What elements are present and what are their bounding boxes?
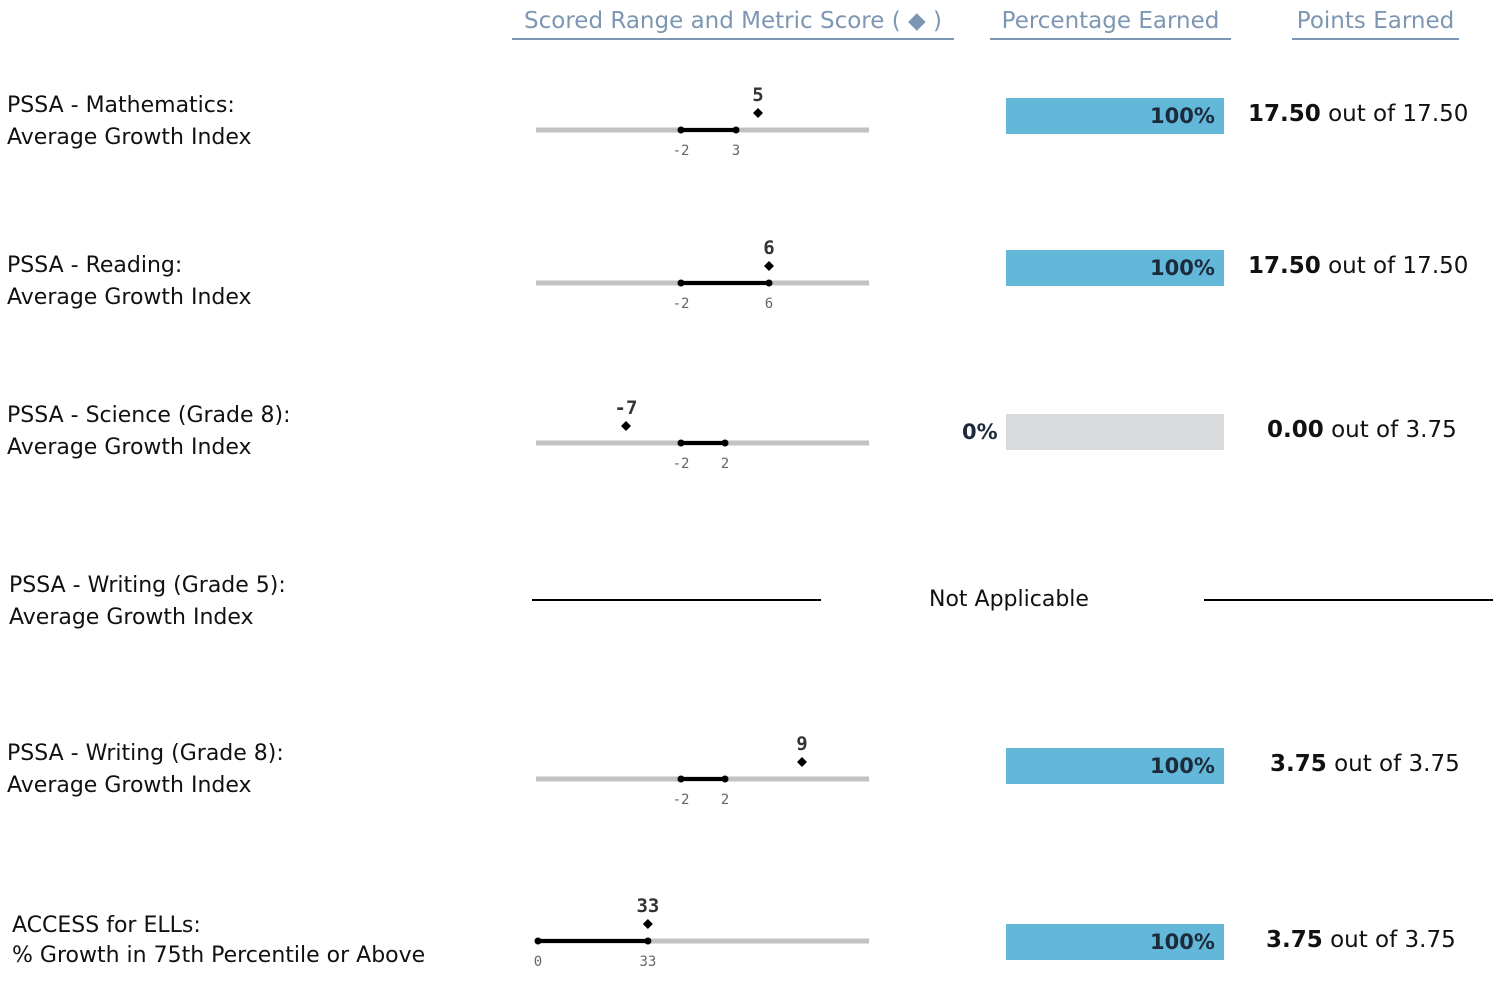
range-high-tick-label: 6 [765, 296, 773, 312]
points-value: 3.75 [1270, 751, 1327, 777]
range-low-endpoint [677, 775, 685, 783]
range-high-endpoint [721, 439, 729, 447]
points-total: 3.75 [1405, 417, 1457, 443]
range-scale: -2 6 6 [536, 229, 872, 319]
header-points-earned: Points Earned [1292, 4, 1459, 40]
percentage-label: 100% [1150, 256, 1215, 280]
range-scale: -2 2 9 [536, 725, 872, 815]
axis-line [536, 938, 869, 944]
range-scale-svg: -2 2 -7 [536, 397, 869, 472]
points-value: 17.50 [1248, 253, 1321, 279]
points-value: 3.75 [1266, 927, 1323, 953]
range-scale: -2 3 5 [536, 76, 872, 166]
range-high-endpoint [721, 775, 729, 783]
points-earned-text: 17.50 out of 17.50 [1248, 248, 1468, 284]
range-low-endpoint [677, 279, 685, 287]
row-title: PSSA - Science (Grade 8): [7, 403, 291, 428]
points-value: 0.00 [1267, 417, 1324, 443]
not-applicable-divider [532, 599, 821, 601]
points-earned-text: 3.75 out of 3.75 [1270, 746, 1460, 782]
points-earned-text: 3.75 out of 3.75 [1266, 922, 1456, 958]
range-low-tick-label: -2 [673, 456, 690, 472]
range-low-tick-label: -2 [673, 143, 690, 159]
range-scale-svg: -2 2 9 [536, 733, 869, 808]
score-value-label: 5 [752, 84, 763, 106]
score-value-label: -7 [615, 397, 638, 419]
points-total: 17.50 [1402, 101, 1469, 127]
row-title: PSSA - Reading: [7, 253, 183, 278]
score-value-label: 6 [763, 237, 774, 259]
range-high-endpoint [644, 937, 652, 945]
points-value: 17.50 [1248, 101, 1321, 127]
range-scale: 0 33 33 [534, 887, 872, 977]
out-of-label: out of [1328, 253, 1396, 279]
points-total: 3.75 [1404, 927, 1456, 953]
range-low-endpoint [534, 937, 542, 945]
score-diamond-marker [621, 421, 631, 431]
range-low-endpoint [677, 126, 685, 134]
header-percentage-earned: Percentage Earned [990, 4, 1231, 40]
row-subtitle: Average Growth Index [7, 125, 252, 150]
range-high-tick-label: 3 [732, 143, 740, 159]
percentage-bar [1006, 748, 1224, 784]
range-high-tick-label: 2 [721, 456, 729, 472]
score-value-label: 9 [796, 733, 807, 755]
range-low-tick-label: 0 [534, 954, 542, 970]
percentage-bar-fill [1006, 748, 1224, 784]
range-high-tick-label: 2 [721, 792, 729, 808]
percentage-bar-fill [1006, 924, 1224, 960]
range-high-endpoint [732, 126, 740, 134]
points-total: 3.75 [1408, 751, 1460, 777]
range-scale-svg: -2 3 5 [536, 84, 869, 159]
header-scored-range: Scored Range and Metric Score ( ◆ ) [512, 4, 954, 40]
percentage-bar [1006, 98, 1224, 134]
range-low-tick-label: -2 [673, 296, 690, 312]
diamond-symbol-label: ( ◆ ) [891, 8, 942, 34]
row-title: PSSA - Writing (Grade 5): [9, 573, 286, 598]
score-diamond-marker [797, 757, 807, 767]
out-of-label: out of [1334, 751, 1402, 777]
score-diamond-marker [642, 919, 653, 929]
percentage-label: 100% [1150, 754, 1215, 778]
percentage-label: 0% [962, 420, 998, 444]
range-scale: -2 2 -7 [536, 389, 872, 479]
range-scale-svg: -2 6 6 [536, 237, 869, 312]
points-total: 17.50 [1402, 253, 1469, 279]
score-diamond-marker [764, 261, 774, 271]
row-subtitle: Average Growth Index [7, 285, 252, 310]
percentage-label: 100% [1150, 104, 1215, 128]
range-low-tick-label: -2 [673, 792, 690, 808]
row-subtitle: Average Growth Index [7, 773, 252, 798]
percentage-bar [1006, 414, 1224, 450]
range-high-tick-label: 33 [639, 954, 656, 970]
points-earned-text: 17.50 out of 17.50 [1248, 96, 1468, 132]
not-applicable-divider [1204, 599, 1493, 601]
percentage-bar [1006, 250, 1224, 286]
row-title: PSSA - Writing (Grade 8): [7, 741, 284, 766]
percentage-bar-fill [1006, 250, 1224, 286]
score-diamond-marker [753, 108, 763, 118]
row-title: PSSA - Mathematics: [7, 93, 235, 118]
points-earned-text: 0.00 out of 3.75 [1267, 412, 1457, 448]
header-scored-range-label: Scored Range and Metric Score [524, 8, 885, 34]
range-scale-svg: 0 33 33 [534, 895, 869, 970]
percentage-bar-fill [1006, 98, 1224, 134]
not-applicable-label: Not Applicable [929, 587, 1089, 612]
percentage-bar [1006, 924, 1224, 960]
score-value-label: 33 [636, 895, 659, 917]
row-subtitle: Average Growth Index [7, 435, 252, 460]
percentage-label: 100% [1150, 930, 1215, 954]
row-subtitle: Average Growth Index [9, 605, 254, 630]
range-high-endpoint [765, 279, 773, 287]
row-subtitle: % Growth in 75th Percentile or Above [12, 943, 426, 968]
out-of-label: out of [1330, 927, 1398, 953]
out-of-label: out of [1331, 417, 1399, 443]
out-of-label: out of [1328, 101, 1396, 127]
range-low-endpoint [677, 439, 685, 447]
row-title: ACCESS for ELLs: [12, 913, 201, 938]
